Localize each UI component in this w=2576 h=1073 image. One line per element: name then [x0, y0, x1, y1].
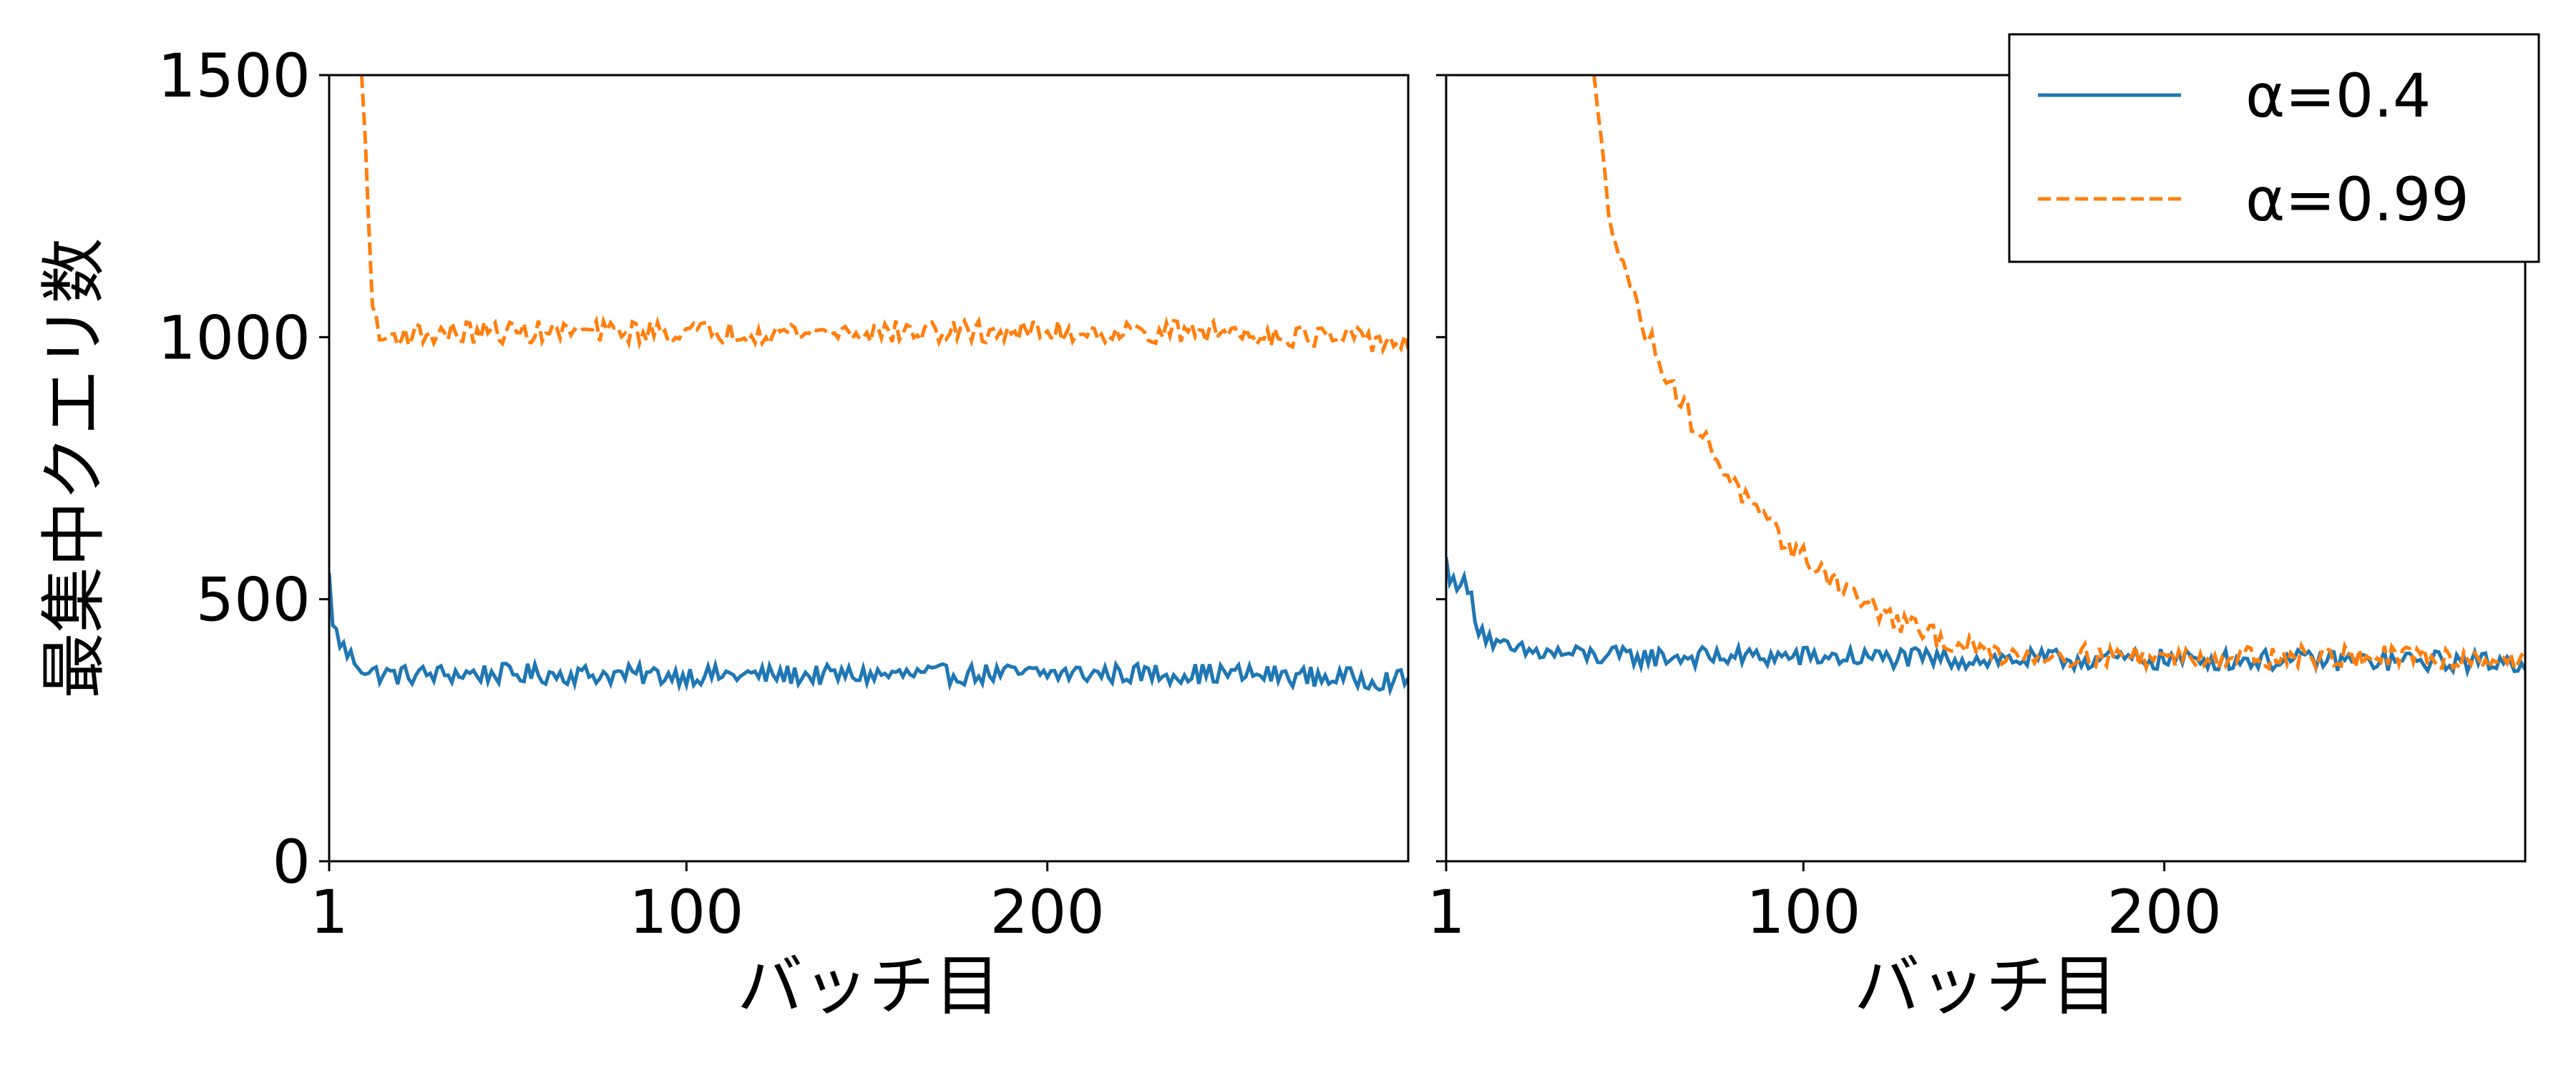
legend: α=0.4 α=0.99	[2008, 33, 2540, 263]
x-tick-label: 100	[629, 877, 743, 947]
legend-box	[2008, 33, 2540, 263]
x-tick-label: 200	[990, 877, 1104, 947]
y-axis-title: 最集中クエリ数	[36, 237, 112, 698]
plot-frame	[328, 74, 1410, 863]
legend-label: α=0.4	[2245, 61, 2431, 131]
x-axis-title: バッチ目	[737, 948, 1000, 1024]
x-tick-label: 100	[1746, 877, 1860, 947]
y-tick-label: 500	[196, 565, 311, 635]
x-tick-label: 200	[2107, 877, 2221, 947]
series-line-alpha-0-4	[1446, 557, 2525, 678]
x-tick-label: 1	[310, 877, 348, 947]
x-axis-title: バッチ目	[1854, 948, 2117, 1024]
y-tick-label: 1500	[157, 41, 311, 111]
y-tick-label: 1000	[157, 303, 311, 373]
left-panel: 1 100 200 0 500 1000 1500 バッチ目 最集中クエリ数	[36, 41, 1410, 1024]
plot-frame	[1445, 74, 2527, 863]
series-line-alpha-0-99	[359, 75, 1408, 356]
x-tick-label: 1	[1427, 877, 1465, 947]
y-tick-label: 0	[273, 827, 311, 897]
series-line-alpha-0-99	[1592, 75, 2525, 675]
legend-label: α=0.99	[2245, 165, 2469, 235]
series-line-alpha-0-4	[329, 572, 1408, 697]
